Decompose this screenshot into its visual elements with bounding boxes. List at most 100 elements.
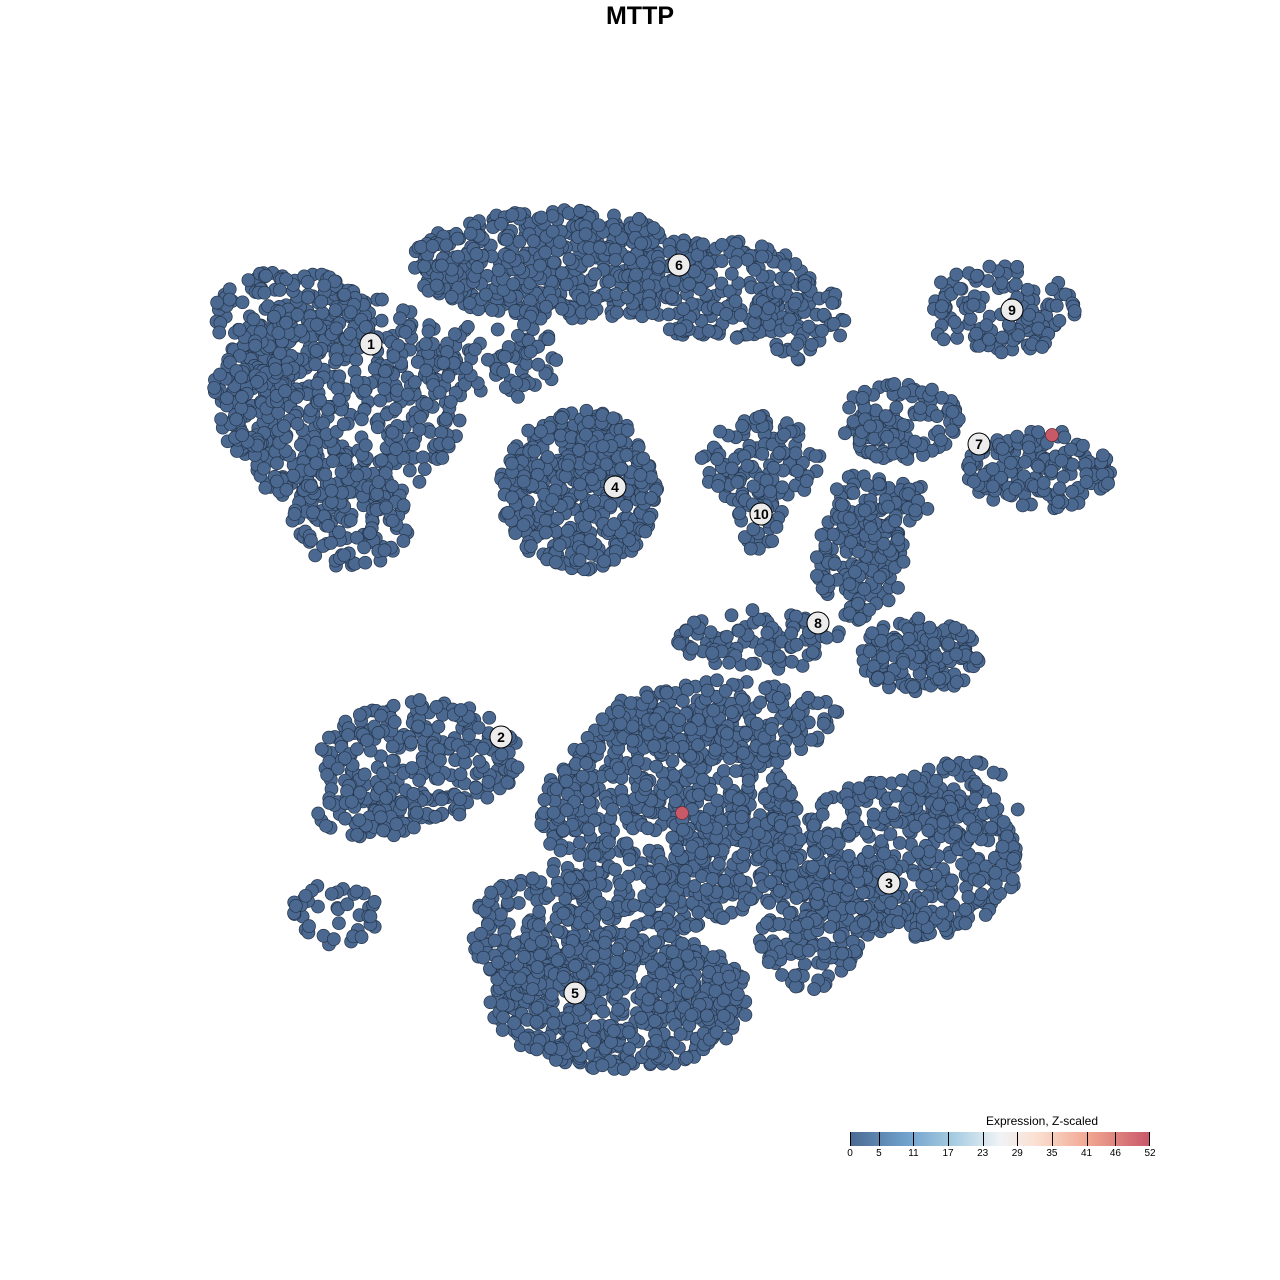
data-point (872, 570, 887, 585)
data-point (308, 357, 323, 372)
data-point (326, 932, 341, 946)
data-point (461, 320, 475, 334)
data-point (681, 764, 695, 779)
data-point (431, 719, 446, 734)
data-point (712, 856, 726, 871)
data-point (716, 1009, 731, 1023)
data-point (763, 484, 778, 499)
data-point (385, 513, 400, 528)
data-point (349, 353, 364, 367)
data-point (608, 862, 622, 877)
data-point (220, 391, 234, 406)
data-point (597, 554, 612, 569)
data-point (273, 346, 287, 360)
data-point (934, 433, 948, 447)
data-point (328, 303, 343, 318)
data-point (784, 654, 799, 669)
data-point (560, 458, 575, 473)
data-point (545, 493, 560, 507)
data-point (568, 1038, 583, 1053)
data-point (388, 402, 403, 416)
data-point (588, 292, 603, 306)
data-point (606, 411, 620, 426)
data-point (736, 847, 751, 861)
data-point (433, 753, 447, 768)
data-point (587, 1034, 601, 1049)
data-point (935, 299, 949, 314)
data-point (277, 419, 291, 434)
data-point (501, 505, 515, 520)
data-point (642, 296, 656, 311)
data-point (982, 332, 996, 347)
data-point (809, 550, 824, 565)
data-point (482, 710, 497, 725)
data-point (533, 258, 547, 273)
data-point (731, 623, 746, 638)
data-point (343, 513, 358, 528)
data-point (694, 451, 709, 465)
data-point (734, 810, 749, 824)
data-point (779, 800, 794, 815)
data-point (607, 1024, 621, 1038)
data-point (317, 278, 332, 293)
data-point (1031, 425, 1045, 439)
data-point (775, 480, 790, 495)
data-point (374, 708, 388, 723)
data-point (207, 381, 221, 395)
data-point (552, 538, 567, 552)
data-point (587, 494, 601, 508)
data-point (300, 275, 315, 289)
data-point (555, 301, 569, 316)
data-point (602, 835, 616, 850)
data-point (581, 822, 596, 837)
data-point (595, 1058, 610, 1073)
data-point (268, 362, 283, 377)
data-point (505, 456, 519, 471)
data-point (539, 513, 553, 528)
data-point (740, 458, 755, 473)
data-point (911, 611, 926, 626)
data-point (1052, 481, 1067, 496)
data-point (527, 444, 542, 459)
data-point (979, 318, 994, 333)
data-point (1057, 430, 1072, 445)
data-point (329, 352, 344, 367)
data-point (670, 843, 685, 857)
data-point (608, 222, 623, 237)
data-point (323, 536, 338, 550)
data-point (709, 1025, 724, 1040)
data-point (607, 517, 621, 531)
data-point (337, 287, 352, 302)
data-point (725, 461, 739, 476)
data-point (815, 323, 829, 338)
data-point (787, 296, 802, 311)
data-point (888, 514, 903, 528)
data-point (624, 926, 639, 941)
data-point (745, 603, 760, 617)
data-point (656, 777, 671, 791)
data-point (357, 767, 372, 782)
data-point (256, 461, 271, 476)
data-point (591, 218, 606, 233)
data-point (599, 457, 614, 472)
data-point (929, 649, 944, 664)
data-point (502, 249, 517, 264)
data-point (632, 212, 646, 226)
data-point (439, 238, 454, 253)
data-point (505, 490, 519, 505)
data-point (229, 412, 244, 427)
data-point (799, 474, 814, 488)
data-point (329, 321, 344, 336)
data-point (406, 437, 421, 452)
data-point (336, 417, 351, 432)
data-point (235, 428, 250, 442)
data-point (232, 322, 247, 337)
data-point (575, 769, 590, 784)
data-point (880, 429, 895, 444)
data-point (332, 393, 347, 407)
data-point (451, 249, 465, 264)
data-point (506, 277, 521, 291)
data-point (1009, 277, 1023, 292)
data-point (741, 773, 756, 788)
data-point (857, 582, 872, 596)
